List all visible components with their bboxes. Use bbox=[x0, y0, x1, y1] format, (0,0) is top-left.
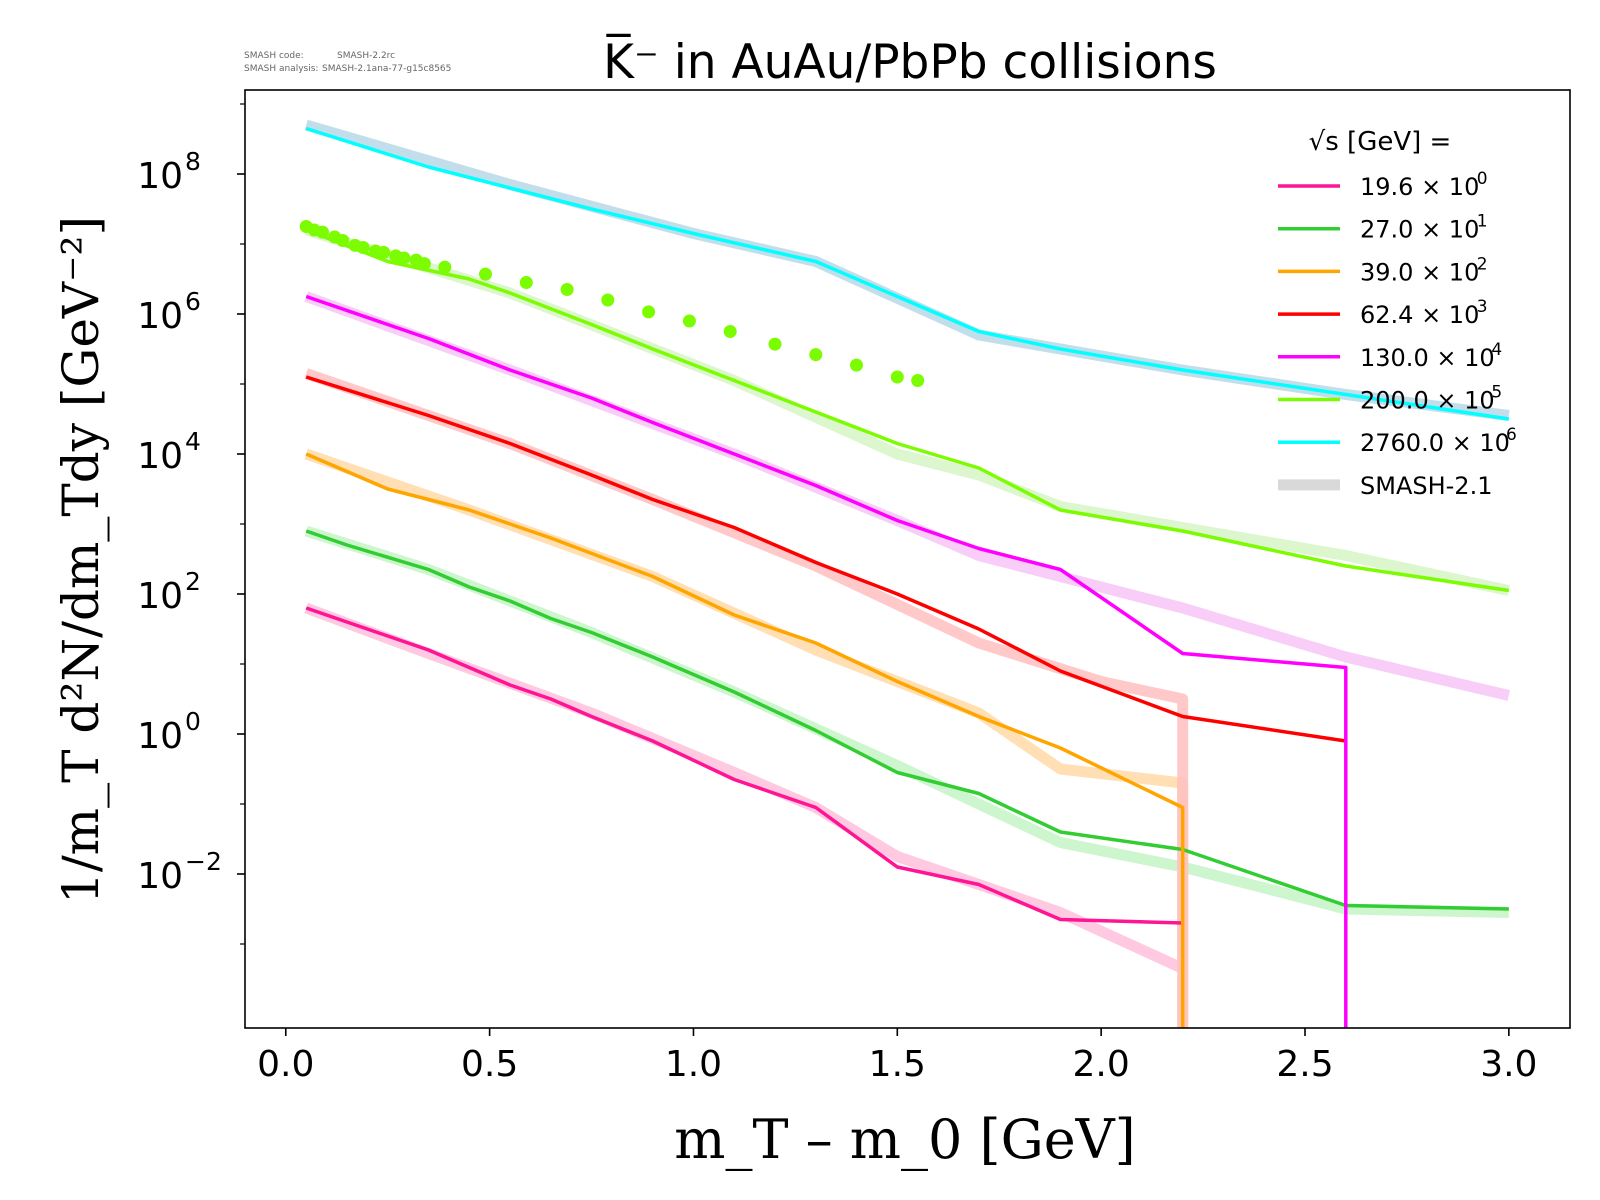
series-line-130.0 bbox=[305, 294, 1348, 1028]
legend-exponent: 4 bbox=[1491, 340, 1502, 360]
x-axis-ticks: 0.0 0.5 1.0 1.5 2.0 2.5 3.0 bbox=[257, 1028, 1537, 1085]
data-point bbox=[417, 257, 431, 271]
data-point bbox=[438, 260, 452, 274]
smash-code-label: SMASH code: bbox=[244, 51, 304, 61]
series-line-39.0 bbox=[305, 452, 1185, 1028]
data-point bbox=[911, 374, 925, 387]
legend-label: 200.0 × 10 bbox=[1360, 387, 1495, 415]
y-axis-label: 1/m_T d²N/dm_Tdy [GeV⁻²] bbox=[52, 216, 110, 904]
data-point bbox=[356, 241, 370, 254]
legend-exponent: 6 bbox=[1506, 425, 1517, 445]
data-point bbox=[560, 283, 574, 296]
legend-label: 39.0 × 10 bbox=[1360, 258, 1479, 286]
x-tick-label: 2.0 bbox=[1073, 1044, 1130, 1085]
smash-analysis-label: SMASH analysis: bbox=[244, 64, 318, 74]
y-tick-exponent: 0 bbox=[185, 707, 201, 736]
version-info: SMASH code: SMASH-2.2rc SMASH analysis: … bbox=[244, 51, 451, 74]
data-point bbox=[723, 325, 737, 338]
y-tick-label: 10 bbox=[137, 856, 183, 897]
legend-label: 130.0 × 10 bbox=[1360, 344, 1495, 372]
legend-band-label: SMASH-2.1 bbox=[1360, 472, 1492, 500]
data-point bbox=[682, 314, 696, 328]
series-line-2760.0 bbox=[305, 126, 1510, 421]
y-tick-label: 10 bbox=[137, 436, 183, 477]
y-tick-label: 10 bbox=[137, 156, 183, 197]
legend-title: √s [GeV] = bbox=[1309, 127, 1452, 157]
y-tick-label: 10 bbox=[137, 716, 183, 757]
legend-exponent: 1 bbox=[1477, 212, 1488, 232]
y-tick-label: 10 bbox=[137, 296, 183, 337]
plot-frame bbox=[244, 89, 1571, 1029]
series-lines bbox=[305, 126, 1510, 1028]
legend-exponent: 5 bbox=[1491, 383, 1502, 403]
data-point bbox=[890, 370, 904, 384]
x-tick-label: 1.0 bbox=[665, 1044, 722, 1085]
legend-label: 2760.0 × 10 bbox=[1360, 429, 1510, 457]
data-point bbox=[850, 358, 863, 372]
experimental-points bbox=[299, 220, 925, 387]
y-tick-exponent: 8 bbox=[185, 147, 201, 176]
legend-label: 62.4 × 10 bbox=[1360, 301, 1479, 329]
chart-title: K̅⁻ in AuAu/PbPb collisions bbox=[603, 33, 1217, 90]
y-tick-exponent: −2 bbox=[185, 847, 222, 876]
series-line-19.6 bbox=[305, 606, 1183, 925]
y-tick-label: 10 bbox=[137, 576, 183, 617]
legend-label: 19.6 × 10 bbox=[1360, 173, 1479, 201]
data-point bbox=[601, 293, 615, 307]
smash-code-value: SMASH-2.2rc bbox=[337, 51, 395, 61]
smash-analysis-value: SMASH-2.1ana-77-g15c8565 bbox=[322, 64, 451, 74]
data-point bbox=[809, 348, 823, 362]
x-axis-label: m_T – m_0 [GeV] bbox=[674, 1108, 1136, 1171]
x-tick-label: 2.5 bbox=[1276, 1044, 1333, 1085]
data-point bbox=[768, 337, 782, 351]
data-point bbox=[316, 225, 329, 239]
x-tick-label: 1.5 bbox=[869, 1044, 926, 1085]
y-tick-exponent: 2 bbox=[185, 567, 201, 596]
legend-exponent: 3 bbox=[1477, 297, 1488, 317]
data-point bbox=[519, 276, 533, 289]
x-tick-label: 0.0 bbox=[257, 1044, 314, 1085]
series-line-200.0 bbox=[305, 228, 1510, 593]
legend-label: 27.0 × 10 bbox=[1360, 216, 1479, 244]
legend-exponent: 0 bbox=[1477, 169, 1488, 189]
y-tick-exponent: 6 bbox=[185, 287, 201, 316]
data-point bbox=[397, 251, 411, 265]
x-tick-label: 3.0 bbox=[1480, 1044, 1537, 1085]
data-point bbox=[642, 305, 656, 319]
series-line-62.4 bbox=[305, 375, 1347, 743]
smash-bands bbox=[304, 119, 1511, 1028]
series-line-27.0 bbox=[305, 529, 1509, 911]
legend-exponent: 2 bbox=[1477, 254, 1488, 274]
data-point bbox=[336, 234, 350, 247]
y-tick-exponent: 4 bbox=[185, 427, 201, 456]
x-tick-label: 0.5 bbox=[461, 1044, 518, 1085]
data-point bbox=[377, 245, 391, 259]
data-point bbox=[479, 267, 492, 281]
